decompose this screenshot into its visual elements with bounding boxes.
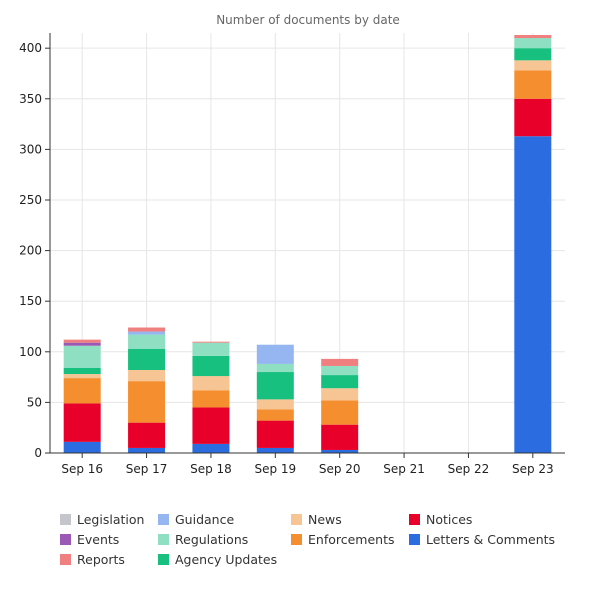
legend-swatch [291,514,302,525]
bar-segment[interactable] [192,407,230,444]
bar-segment[interactable] [321,388,359,401]
legend-label: Agency Updates [175,552,277,567]
x-tick-label: Sep 23 [512,462,554,476]
legend-item[interactable]: Enforcements [291,532,395,547]
legend-item[interactable]: Events [60,532,119,547]
bar-segment[interactable] [256,344,294,364]
legend-label: Reports [77,552,125,567]
legend-label: News [308,512,342,527]
bar-segment[interactable] [321,449,359,453]
bar-segment[interactable] [128,334,166,349]
bar-segment[interactable] [256,420,294,448]
bar-segment[interactable] [63,374,101,379]
legend-item[interactable]: News [291,512,342,527]
legend-item[interactable]: Agency Updates [158,552,277,567]
bar-segment[interactable] [128,447,166,453]
bar-segment[interactable] [256,409,294,421]
bar-segment[interactable] [256,363,294,373]
bar-segment[interactable] [63,339,101,343]
bar-segment[interactable] [514,60,552,71]
x-tick-label: Sep 19 [254,462,296,476]
x-tick-label: Sep 21 [383,462,425,476]
gridlines [50,33,565,453]
bar-segment[interactable] [192,355,230,377]
legend-label: Letters & Comments [426,532,555,547]
x-tick-label: Sep 16 [61,462,103,476]
x-tick-label: Sep 20 [319,462,361,476]
legend-item[interactable]: Letters & Comments [409,532,555,547]
bar-segment[interactable] [256,372,294,400]
y-tick-label: 350 [19,92,42,106]
bar-segment[interactable] [63,403,101,442]
legend-swatch [60,534,71,545]
bar-segment[interactable] [514,136,552,453]
bar-segment[interactable] [321,375,359,389]
y-tick-label: 150 [19,294,42,308]
legend-swatch [291,534,302,545]
legend-label: Events [77,532,119,547]
bar-segment[interactable] [63,345,101,368]
y-tick-label: 100 [19,345,42,359]
y-tick-label: 50 [27,395,42,409]
bar-segment[interactable] [63,367,101,375]
bar-segment[interactable] [128,331,166,335]
legend-swatch [158,534,169,545]
bar-segment[interactable] [192,342,230,356]
legend-label: Enforcements [308,532,395,547]
bar-segment[interactable] [514,70,552,99]
axes: 0 50 100 150 200 250 300 350 400 Sep 16 Sep 17 Sep … [19,33,565,476]
legend-swatch [409,534,420,545]
legend-swatch [60,554,71,565]
bar-segment[interactable] [128,348,166,371]
bar-segment[interactable] [192,390,230,408]
legend-label: Legislation [77,512,144,527]
bar-segment[interactable] [514,35,552,39]
legend-label: Regulations [175,532,248,547]
legend-swatch [158,514,169,525]
bar-segment[interactable] [128,327,166,332]
bar-segment[interactable] [63,378,101,404]
legend-swatch [409,514,420,525]
chart-title: Number of documents by date [216,13,400,27]
bar-segment[interactable] [128,370,166,382]
bar-segment[interactable] [256,447,294,453]
bar-segment[interactable] [63,342,101,346]
bar-segment[interactable] [514,48,552,61]
legend-item[interactable]: Legislation [60,512,144,527]
legend-swatch [60,514,71,525]
bar-segment[interactable] [321,365,359,376]
bar-segment[interactable] [321,358,359,366]
y-tick-label: 250 [19,193,42,207]
y-tick-label: 300 [19,142,42,156]
bar-segment[interactable] [321,400,359,425]
x-tick-label: Sep 22 [448,462,490,476]
y-tick-label: 400 [19,41,42,55]
bar-segment[interactable] [192,376,230,391]
bar-segment[interactable] [128,381,166,423]
x-tick-label: Sep 18 [190,462,232,476]
legend-item[interactable]: Guidance [158,512,234,527]
legend-item[interactable]: Notices [409,512,472,527]
legend-item[interactable]: Reports [60,552,125,567]
legend-swatch [158,554,169,565]
legend-item[interactable]: Regulations [158,532,248,547]
bar-segment[interactable] [256,399,294,410]
legend-label: Guidance [175,512,234,527]
x-tick-label: Sep 17 [126,462,168,476]
legend[interactable]: Legislation Guidance News Notices Events Regu… [60,512,555,567]
bar-segment[interactable] [128,422,166,448]
legend-label: Notices [426,512,472,527]
bar-segment[interactable] [321,424,359,450]
bar-segment[interactable] [514,98,552,137]
bar-segment[interactable] [192,341,230,343]
bar-segment[interactable] [192,443,230,453]
bars [63,35,552,453]
bar-segment[interactable] [514,38,552,49]
y-tick-label: 200 [19,244,42,258]
bar-segment[interactable] [63,441,101,453]
y-tick-label: 0 [34,446,42,460]
